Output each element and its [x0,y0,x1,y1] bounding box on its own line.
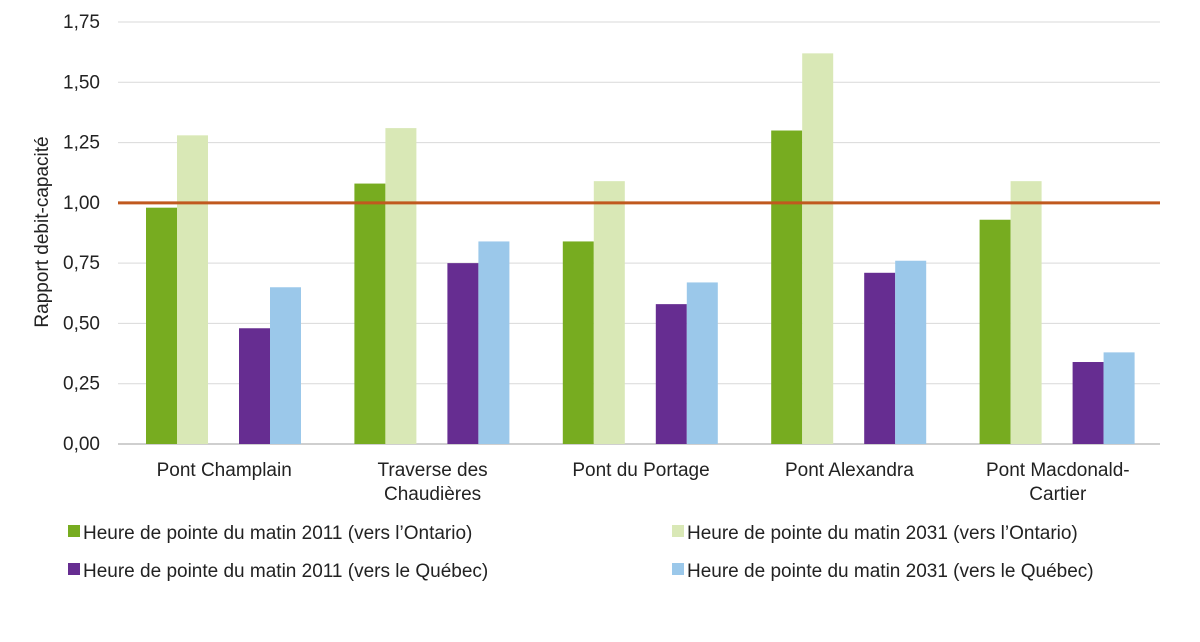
bar [354,183,386,444]
bar [686,282,718,444]
legend-swatch [672,525,684,537]
legend-label: Heure de pointe du matin 2011 (vers le Q… [83,561,488,582]
bar [655,304,687,444]
x-category-label: Pont Macdonald-Cartier [986,460,1130,505]
y-tick-label: 0,25 [63,374,100,395]
x-category-label: Pont Alexandra [785,460,914,481]
bar [895,260,927,444]
bar [447,263,479,444]
bar [1010,181,1042,444]
legend: Heure de pointe du matin 2011 (vers l’On… [68,523,1094,582]
x-axis-labels: Pont Champlain Traverse des Chaudières Pont… [157,460,1130,505]
bar [177,135,208,444]
bar [802,53,834,444]
y-tick-label: 0,50 [63,313,100,334]
legend-label: Heure de pointe du matin 2031 (vers le Q… [687,561,1094,582]
bar [270,287,301,444]
y-axis-ticks: 0,00 0,25 0,50 0,75 1,00 1,25 1,50 1,75 [63,12,100,455]
bar [562,241,594,444]
y-tick-label: 0,00 [63,434,100,455]
y-tick-label: 1,00 [63,193,100,214]
bars [146,53,1135,445]
x-category-label: Pont du Portage [572,460,709,481]
y-tick-label: 0,75 [63,253,100,274]
legend-swatch [68,563,80,575]
bar [593,181,625,444]
legend-label: Heure de pointe du matin 2031 (vers l’On… [687,523,1078,544]
legend-label: Heure de pointe du matin 2011 (vers l’On… [83,523,472,544]
legend-swatch [68,525,80,537]
x-category-label: Pont Champlain [157,460,292,481]
bar [864,272,896,444]
bar [478,241,510,444]
legend-swatch [672,563,684,575]
y-tick-label: 1,75 [63,12,100,33]
bar [1072,362,1104,444]
bar [771,130,803,444]
bar [385,128,417,445]
bar [239,328,270,444]
bar [1103,352,1135,444]
y-axis-title: Rapport debit-capacité [32,136,53,327]
x-category-label: Traverse des Chaudières [378,460,488,505]
bar [979,219,1011,444]
y-tick-label: 1,50 [63,72,100,93]
bar [146,207,177,444]
y-tick-label: 1,25 [63,133,100,154]
